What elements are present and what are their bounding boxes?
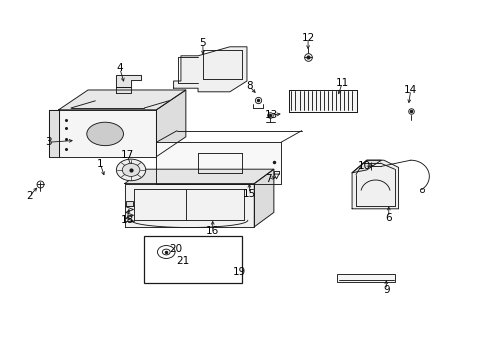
Text: 3: 3	[45, 137, 52, 147]
Text: 4: 4	[116, 63, 123, 73]
Text: 15: 15	[242, 189, 256, 199]
Text: 21: 21	[176, 256, 190, 266]
Polygon shape	[164, 257, 182, 260]
Bar	[337, 274, 394, 282]
Text: 11: 11	[335, 78, 348, 88]
Text: 16: 16	[205, 226, 219, 236]
Polygon shape	[173, 47, 246, 92]
Text: 7: 7	[264, 174, 271, 184]
Polygon shape	[288, 90, 356, 112]
Polygon shape	[164, 260, 177, 267]
Text: 10: 10	[357, 161, 370, 171]
Text: 2: 2	[26, 191, 33, 201]
Circle shape	[122, 163, 140, 176]
Text: 1: 1	[97, 159, 103, 169]
Polygon shape	[156, 265, 205, 276]
Polygon shape	[124, 184, 254, 227]
Bar	[144, 236, 242, 283]
Polygon shape	[59, 90, 185, 110]
Polygon shape	[116, 75, 141, 87]
Polygon shape	[116, 87, 131, 93]
Polygon shape	[351, 160, 398, 209]
Bar	[125, 201, 133, 206]
Polygon shape	[254, 169, 273, 227]
Polygon shape	[156, 90, 185, 157]
Text: 17: 17	[120, 150, 134, 160]
Circle shape	[116, 159, 145, 181]
Polygon shape	[124, 169, 273, 184]
Polygon shape	[59, 110, 156, 157]
Text: 13: 13	[264, 110, 278, 120]
Text: 20: 20	[169, 244, 182, 254]
Text: 9: 9	[382, 285, 389, 295]
Text: 8: 8	[245, 81, 252, 91]
Polygon shape	[49, 110, 59, 157]
Text: 18: 18	[120, 215, 134, 225]
Text: 6: 6	[385, 213, 391, 223]
Text: 19: 19	[232, 267, 246, 277]
Text: 12: 12	[301, 33, 314, 43]
Ellipse shape	[87, 122, 123, 145]
Text: 14: 14	[403, 85, 417, 95]
Text: 5: 5	[199, 38, 206, 48]
Polygon shape	[351, 160, 381, 173]
Polygon shape	[156, 142, 281, 184]
